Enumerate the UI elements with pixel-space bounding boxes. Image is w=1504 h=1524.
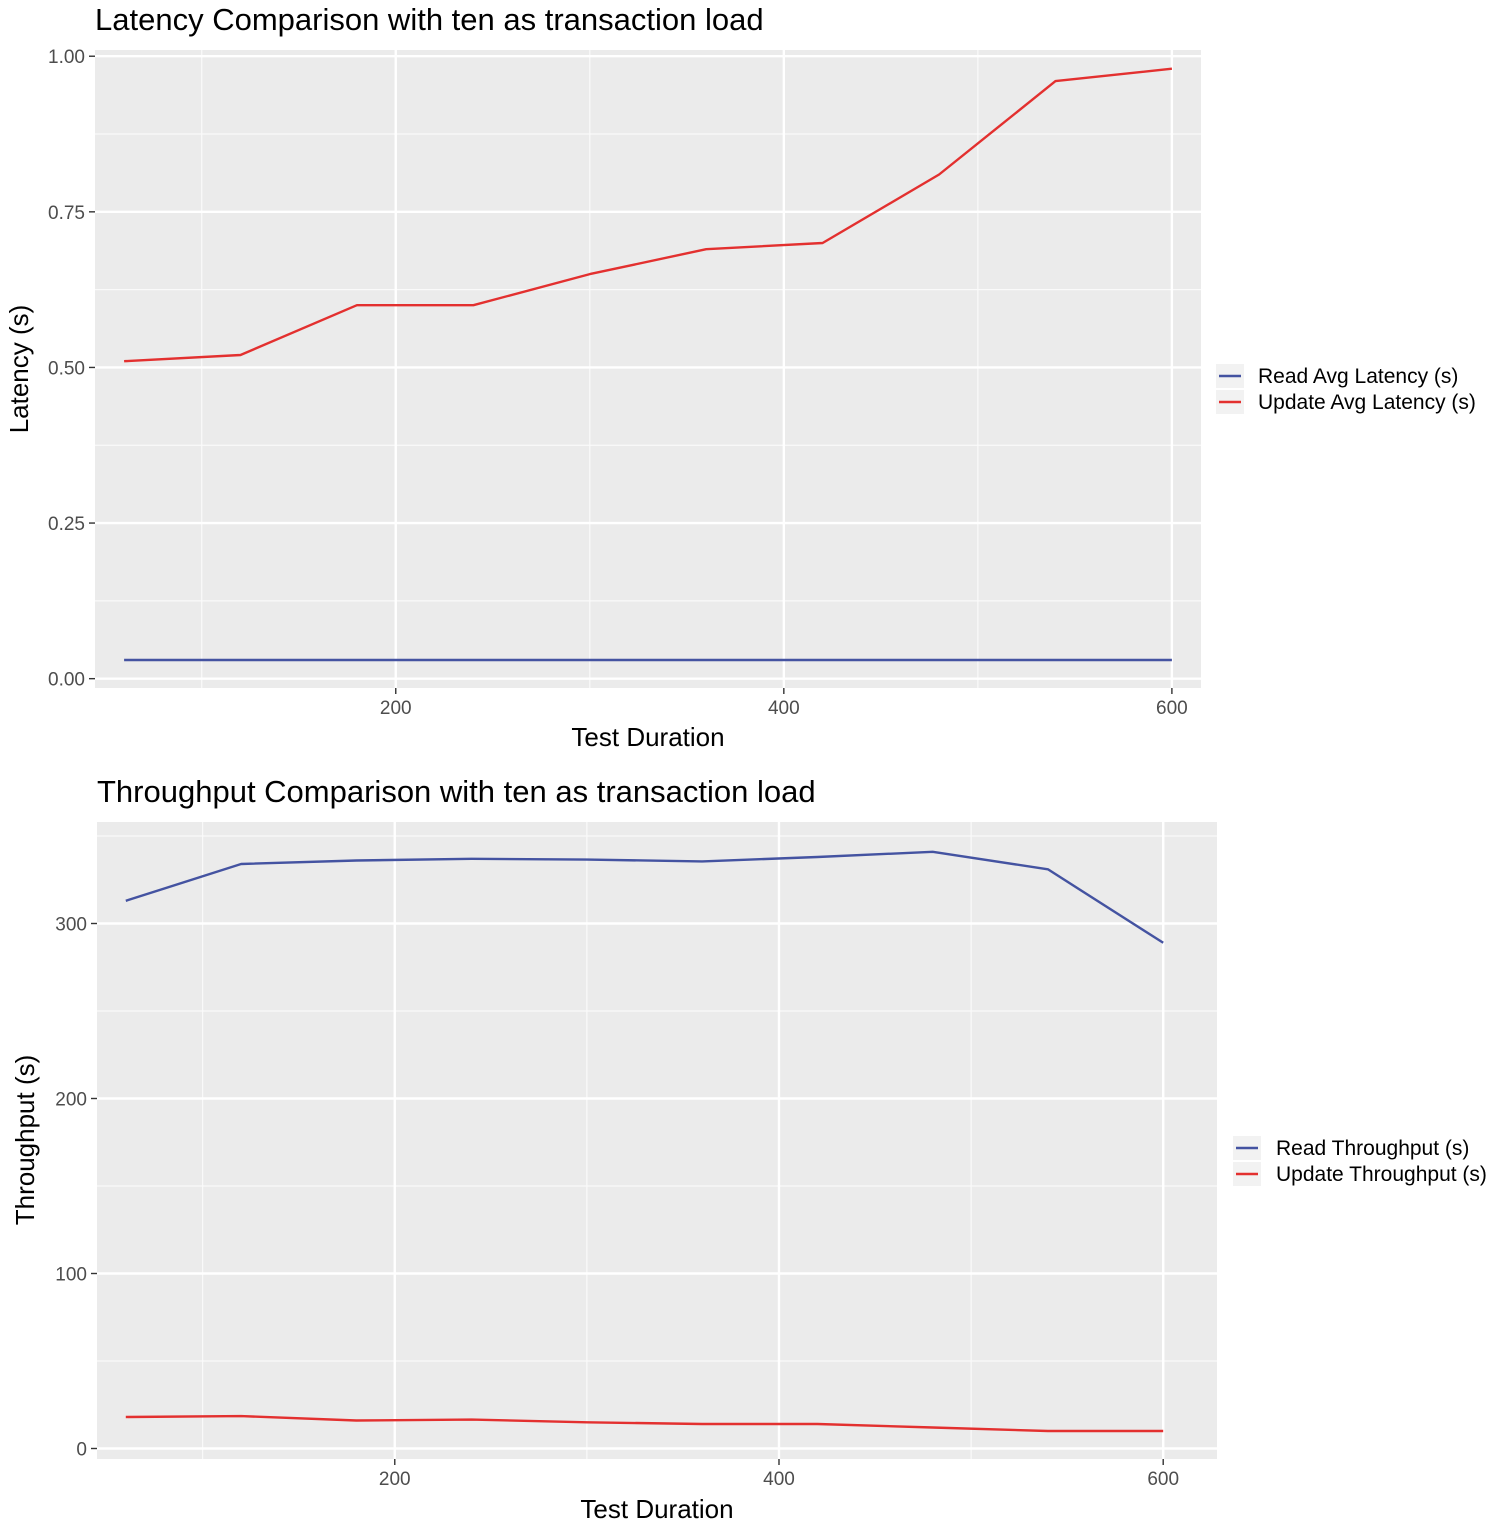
legend-label-read: Read Avg Latency (s): [1258, 365, 1458, 388]
y-axis-ticks: 0 100 200 300: [55, 915, 97, 1461]
x-axis-ticks: 200 400 600: [379, 1459, 1179, 1490]
legend-label-update: Update Throughput (s): [1276, 1163, 1487, 1186]
y-tick-label: 0: [76, 1440, 87, 1461]
x-axis-title: Test Duration: [571, 722, 724, 752]
series-lines: [124, 67, 1173, 662]
series-lines: [125, 850, 1164, 1433]
y-tick-label: 200: [55, 1090, 87, 1111]
y-tick-label: 1.00: [48, 47, 85, 68]
y-tick-label: 0.50: [48, 358, 85, 379]
y-axis-ticks: 0.00 0.25 0.50 0.75 1.00: [48, 47, 95, 691]
x-tick-label: 600: [1156, 698, 1188, 719]
y-axis-title: Throughput (s): [10, 1055, 40, 1226]
plot-panel: [97, 822, 1217, 1459]
y-tick-label: 0.25: [48, 514, 85, 535]
legend-label-update: Update Avg Latency (s): [1258, 391, 1476, 414]
y-tick-label: 0.00: [48, 670, 85, 691]
legend-label-read: Read Throughput (s): [1276, 1137, 1469, 1160]
y-tick-label: 300: [55, 915, 87, 936]
grid: [97, 822, 1217, 1459]
x-axis-title: Test Duration: [580, 1494, 733, 1524]
legend: Read Avg Latency (s) Update Avg Latency …: [1216, 364, 1476, 414]
x-axis-ticks: 200 400 600: [380, 688, 1188, 719]
x-tick-label: 400: [768, 698, 800, 719]
latency-chart: Latency Comparison with ten as transacti…: [4, 2, 1476, 752]
x-tick-label: 400: [763, 1469, 795, 1490]
chart-title: Latency Comparison with ten as transacti…: [95, 2, 764, 37]
grid: [95, 50, 1201, 688]
y-tick-label: 100: [55, 1265, 87, 1286]
legend: Read Throughput (s) Update Throughput (s…: [1233, 1136, 1487, 1186]
series-line-update: [124, 67, 1173, 363]
series-line-read: [125, 850, 1164, 944]
y-axis-title: Latency (s): [4, 305, 34, 434]
chart-title: Throughput Comparison with ten as transa…: [97, 774, 816, 809]
x-tick-label: 600: [1147, 1469, 1179, 1490]
y-tick-label: 0.75: [48, 203, 85, 224]
series-line-update: [125, 1414, 1164, 1433]
x-tick-label: 200: [379, 1469, 411, 1490]
throughput-chart: Throughput Comparison with ten as transa…: [10, 774, 1487, 1524]
x-tick-label: 200: [380, 698, 412, 719]
plot-panel: [95, 50, 1201, 688]
